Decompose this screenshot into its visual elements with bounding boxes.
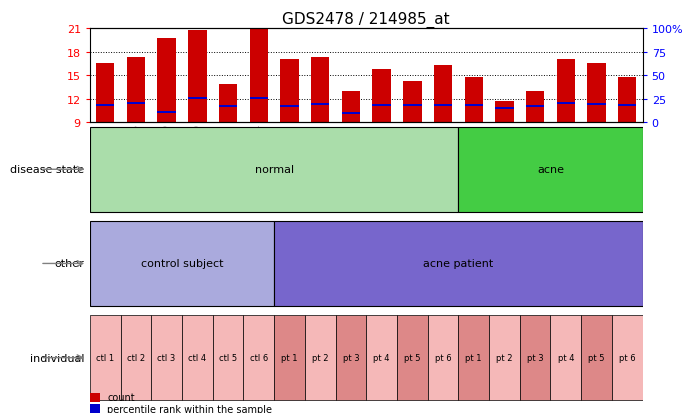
FancyBboxPatch shape bbox=[581, 316, 612, 400]
Bar bbox=[434, 66, 452, 123]
Text: count: count bbox=[107, 392, 135, 403]
Text: pt 3: pt 3 bbox=[343, 353, 359, 362]
Bar bbox=[188, 31, 207, 123]
Text: ctl 4: ctl 4 bbox=[188, 353, 207, 362]
FancyBboxPatch shape bbox=[243, 316, 274, 400]
FancyBboxPatch shape bbox=[366, 316, 397, 400]
Text: pt 4: pt 4 bbox=[373, 353, 390, 362]
FancyBboxPatch shape bbox=[213, 316, 243, 400]
Bar bbox=[96, 64, 115, 123]
FancyBboxPatch shape bbox=[274, 316, 305, 400]
Bar bbox=[526, 106, 545, 108]
FancyBboxPatch shape bbox=[151, 316, 182, 400]
Bar bbox=[281, 60, 299, 123]
Bar bbox=[219, 105, 237, 107]
Bar bbox=[587, 64, 606, 123]
Text: control subject: control subject bbox=[141, 259, 223, 269]
Text: pt 2: pt 2 bbox=[496, 353, 513, 362]
FancyBboxPatch shape bbox=[120, 316, 151, 400]
Text: acne: acne bbox=[537, 165, 564, 175]
Text: pt 1: pt 1 bbox=[466, 353, 482, 362]
Text: pt 5: pt 5 bbox=[588, 353, 605, 362]
Bar bbox=[90, 404, 100, 413]
Bar bbox=[495, 102, 513, 123]
FancyBboxPatch shape bbox=[90, 221, 274, 306]
FancyBboxPatch shape bbox=[551, 316, 581, 400]
Text: other: other bbox=[55, 259, 84, 269]
Text: pt 5: pt 5 bbox=[404, 353, 421, 362]
FancyBboxPatch shape bbox=[336, 316, 366, 400]
Bar bbox=[403, 104, 422, 107]
Bar bbox=[96, 104, 115, 107]
Text: disease state: disease state bbox=[10, 165, 84, 175]
Bar bbox=[372, 70, 391, 123]
Bar bbox=[249, 97, 268, 100]
Text: ctl 2: ctl 2 bbox=[127, 353, 145, 362]
FancyBboxPatch shape bbox=[428, 316, 458, 400]
FancyBboxPatch shape bbox=[520, 316, 551, 400]
Bar bbox=[311, 58, 330, 123]
FancyBboxPatch shape bbox=[305, 316, 336, 400]
FancyBboxPatch shape bbox=[274, 221, 643, 306]
Bar bbox=[618, 104, 636, 107]
Text: ctl 5: ctl 5 bbox=[219, 353, 237, 362]
Text: percentile rank within the sample: percentile rank within the sample bbox=[107, 404, 272, 413]
Bar bbox=[557, 60, 575, 123]
Bar bbox=[464, 104, 483, 107]
Text: ctl 3: ctl 3 bbox=[158, 353, 176, 362]
Text: ctl 6: ctl 6 bbox=[249, 353, 268, 362]
Bar bbox=[219, 85, 237, 123]
Bar bbox=[158, 39, 176, 123]
Bar bbox=[158, 112, 176, 114]
FancyBboxPatch shape bbox=[458, 316, 489, 400]
Text: acne patient: acne patient bbox=[424, 259, 493, 269]
Text: pt 3: pt 3 bbox=[527, 353, 543, 362]
Text: pt 6: pt 6 bbox=[435, 353, 451, 362]
Text: pt 1: pt 1 bbox=[281, 353, 298, 362]
Bar bbox=[403, 82, 422, 123]
Bar bbox=[281, 105, 299, 107]
Bar bbox=[557, 103, 575, 105]
Bar bbox=[188, 97, 207, 100]
Text: individual: individual bbox=[30, 353, 84, 363]
Bar bbox=[434, 104, 452, 107]
Text: normal: normal bbox=[254, 165, 294, 175]
FancyBboxPatch shape bbox=[458, 128, 643, 212]
Bar bbox=[372, 104, 391, 107]
Bar bbox=[341, 92, 360, 123]
Bar bbox=[90, 393, 100, 402]
Text: ctl 1: ctl 1 bbox=[96, 353, 114, 362]
Bar bbox=[126, 58, 145, 123]
Bar bbox=[126, 103, 145, 105]
FancyBboxPatch shape bbox=[90, 316, 120, 400]
Bar bbox=[341, 112, 360, 114]
FancyBboxPatch shape bbox=[182, 316, 213, 400]
Title: GDS2478 / 214985_at: GDS2478 / 214985_at bbox=[283, 12, 450, 28]
Bar bbox=[495, 108, 513, 110]
Text: pt 6: pt 6 bbox=[619, 353, 636, 362]
FancyBboxPatch shape bbox=[612, 316, 643, 400]
Bar bbox=[464, 78, 483, 123]
Bar bbox=[311, 104, 330, 106]
Bar bbox=[526, 92, 545, 123]
Text: pt 2: pt 2 bbox=[312, 353, 328, 362]
Text: pt 4: pt 4 bbox=[558, 353, 574, 362]
Bar bbox=[249, 30, 268, 123]
Bar bbox=[587, 104, 606, 106]
FancyBboxPatch shape bbox=[489, 316, 520, 400]
FancyBboxPatch shape bbox=[397, 316, 428, 400]
Bar bbox=[618, 78, 636, 123]
FancyBboxPatch shape bbox=[90, 128, 458, 212]
